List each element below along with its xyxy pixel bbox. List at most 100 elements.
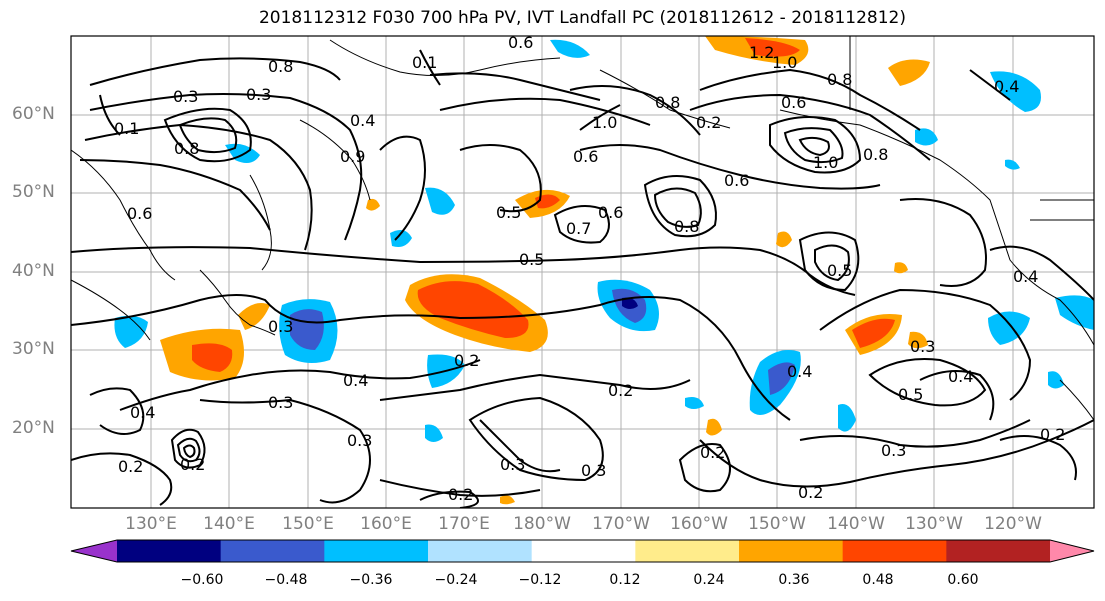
- contour-0-5-loop: [868, 358, 987, 407]
- anomaly-northeast-pacific-core: [852, 318, 895, 348]
- contour-label: 0.8: [268, 57, 293, 76]
- contour-label: 0.8: [655, 93, 680, 112]
- contour-label: 0.1: [114, 119, 139, 138]
- contour-1-2-loop: [798, 136, 830, 157]
- contour-label: 1.0: [772, 53, 797, 72]
- contour-0-9-okhotsk: [178, 117, 238, 154]
- positive-anomaly-shading: [160, 36, 930, 505]
- contour-0-3-southeast: [799, 419, 1031, 448]
- lon-label: 140°W: [827, 514, 885, 534]
- contour-label: 1.0: [592, 113, 617, 132]
- anomaly-northwest-coast: [988, 311, 1030, 345]
- contour-0-4-kamchatka: [379, 135, 426, 241]
- contour-label: 0.4: [787, 362, 812, 381]
- contour-label: 0.6: [573, 147, 598, 166]
- anomaly-small-e: [894, 262, 908, 274]
- contour-1-1-loop: [783, 127, 844, 164]
- anomaly-kamchatka: [425, 187, 455, 215]
- anomaly-bering: [550, 39, 590, 58]
- contour-label: 0.3: [347, 431, 372, 450]
- colorbar-tick: 0.12: [609, 572, 641, 588]
- contour-tight-low-core: [182, 444, 196, 459]
- contour-0-6-east-loop: [814, 244, 850, 282]
- contour-label: 0.3: [881, 441, 906, 460]
- contour-tight-low-inner: [176, 437, 201, 463]
- anomaly-small-neg-a: [838, 404, 856, 432]
- contour-0-1-bering: [419, 49, 441, 86]
- colorbar-tick: −0.36: [349, 572, 393, 588]
- anomaly-small-a: [776, 231, 792, 248]
- anomaly-subtropical-east-core: [768, 362, 795, 395]
- anomaly-gulf-alaska-north-core: [745, 38, 800, 57]
- contour-0-7-loop: [553, 205, 610, 244]
- lon-label: 140°E: [203, 514, 255, 534]
- contour-0-2-loop: [468, 396, 604, 482]
- colorbar-tick: 0.48: [862, 572, 894, 588]
- contour-tight-low: [170, 428, 206, 469]
- lat-label: 60°N: [12, 104, 55, 124]
- contour-label: 0.6: [781, 93, 806, 112]
- lon-label: 160°E: [360, 514, 412, 534]
- contour-0-5-north: [459, 144, 542, 213]
- contour-label: 0.6: [598, 203, 623, 222]
- anomaly-central-pacific-core: [417, 281, 529, 338]
- map-title: 2018112312 F030 700 hPa PV, IVT Landfall…: [258, 8, 906, 28]
- lat-label: 20°N: [12, 418, 55, 438]
- contour-label: 0.6: [724, 171, 749, 190]
- contour-label: 0.2: [454, 351, 479, 370]
- anomaly-japan-west: [114, 315, 148, 348]
- contour-label: 0.4: [948, 367, 973, 386]
- colorbar-extend-low: [71, 540, 117, 562]
- contour-label: 0.1: [412, 53, 437, 72]
- lon-label: 150°E: [282, 514, 334, 534]
- contour-0-3-south: [199, 398, 371, 504]
- lon-label: 150°W: [748, 514, 806, 534]
- contour-label: 1.2: [749, 43, 774, 62]
- negative-anomaly-shading: [114, 39, 1094, 442]
- contour-0-2-far-south: [419, 490, 479, 508]
- lon-label: 130°W: [905, 514, 963, 534]
- contour-label: 0.2: [700, 443, 725, 462]
- anomaly-small-b: [908, 331, 928, 349]
- anomaly-far-east-coast: [1055, 295, 1094, 330]
- lon-label: 120°W: [984, 514, 1042, 534]
- contour-1-0-bering: [579, 104, 621, 131]
- contour-0-5-east-loop: [798, 231, 860, 292]
- anomaly-small-d: [366, 198, 380, 211]
- colorbar-tick: −0.60: [180, 572, 224, 588]
- anomaly-small-neg-e: [685, 397, 704, 409]
- colorbar-tick: −0.24: [434, 572, 478, 588]
- contour-label: 0.8: [174, 139, 199, 158]
- anomaly-japan-north: [238, 302, 270, 330]
- contour-0-4-east: [819, 288, 1032, 401]
- contour-0-3-south-mid: [479, 419, 561, 473]
- contour-0-8-loop: [643, 175, 717, 238]
- contour-label: 0.2: [798, 483, 823, 502]
- anomaly-dateline-low-center: [622, 297, 638, 309]
- contour-label: 0.2: [608, 381, 633, 400]
- contour-0-6-north: [579, 144, 881, 190]
- colorbar-segment: [117, 540, 222, 562]
- colorbar-segment: [220, 540, 325, 562]
- anomaly-alaska-east: [990, 71, 1041, 112]
- contour-0-2-japan-south: [71, 452, 173, 506]
- contour-label: 0.6: [508, 33, 533, 52]
- contour-0-4-bering: [569, 85, 701, 136]
- contour-0-2-east-south: [999, 435, 1077, 481]
- contour-0-2-subtropics: [379, 373, 691, 401]
- coastlines: [71, 36, 1094, 421]
- contour-label: 0.5: [496, 203, 521, 222]
- colorbar-segment: [842, 540, 947, 562]
- contour-label: 0.8: [674, 217, 699, 236]
- contour-0-8-alaska: [699, 68, 921, 131]
- anomaly-small-f: [500, 495, 515, 505]
- contour-0-8-siberia: [89, 57, 341, 86]
- anomaly-japan-east-core: [290, 309, 324, 350]
- colorbar-segment: [428, 540, 533, 562]
- contour-label: 0.2: [448, 485, 473, 504]
- contour-0-8-bering: [429, 72, 601, 101]
- contour-0-3-pacific: [71, 294, 791, 421]
- contour-label: 0.3: [500, 455, 525, 474]
- contour-label: 0.3: [173, 87, 198, 106]
